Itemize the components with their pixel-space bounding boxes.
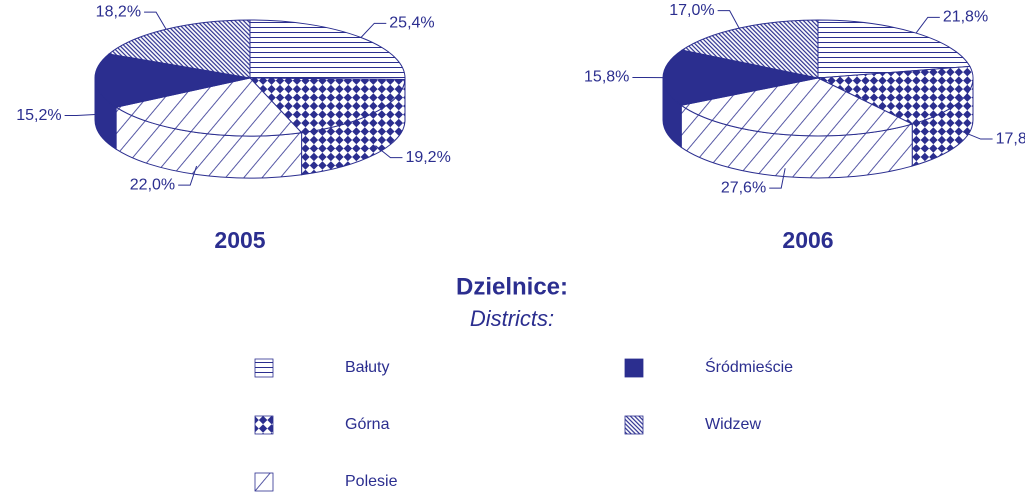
leader-line (178, 165, 198, 186)
leader-line (915, 16, 940, 34)
slice-top (816, 65, 974, 125)
data-label: 27,6% (721, 179, 766, 196)
slice-top (107, 19, 251, 79)
leader-line (962, 131, 993, 140)
legend-swatch (624, 358, 644, 378)
data-label: 17,0% (669, 2, 714, 19)
data-label: 19,2% (405, 149, 450, 166)
leader-line (717, 10, 740, 29)
legend-label: Śródmieście (705, 357, 793, 376)
chart-title: 2005 (214, 227, 265, 253)
leader-line (144, 11, 167, 30)
legend-label: Widzew (705, 416, 761, 433)
legend-label: Polesie (345, 473, 398, 490)
leader-line (375, 145, 403, 159)
chart-title: 2006 (782, 227, 833, 253)
legend-label: Bałuty (345, 359, 389, 376)
legend-label: Górna (345, 416, 390, 433)
legend-subtitle: Districts: (470, 306, 554, 331)
pie-slice (114, 77, 303, 179)
data-label: 18,2% (96, 3, 141, 20)
data-label: 25,4% (389, 15, 434, 32)
pie-slice (662, 49, 819, 149)
legend-swatch (624, 415, 644, 435)
legend-swatch (254, 358, 274, 378)
data-label: 21,8% (943, 9, 988, 26)
slice-top (94, 53, 251, 108)
leader-line (360, 22, 387, 38)
leader-line (64, 114, 96, 117)
pie-slice (94, 53, 251, 151)
data-label: 15,8% (584, 69, 629, 86)
data-label: 15,2% (16, 107, 61, 124)
data-label: 17,8% (996, 130, 1025, 147)
slice-top (662, 49, 819, 106)
slice-top (817, 19, 971, 79)
legend-swatch (254, 472, 274, 492)
leader-line (769, 168, 786, 189)
slice-top (114, 77, 303, 137)
pie-slice (107, 19, 251, 79)
pie-slice (817, 19, 971, 79)
slice-top (249, 19, 406, 80)
legend-swatch (254, 415, 274, 435)
legend-title: Dzielnice: (456, 273, 568, 300)
slice-top (679, 77, 914, 137)
data-label: 22,0% (130, 176, 175, 193)
